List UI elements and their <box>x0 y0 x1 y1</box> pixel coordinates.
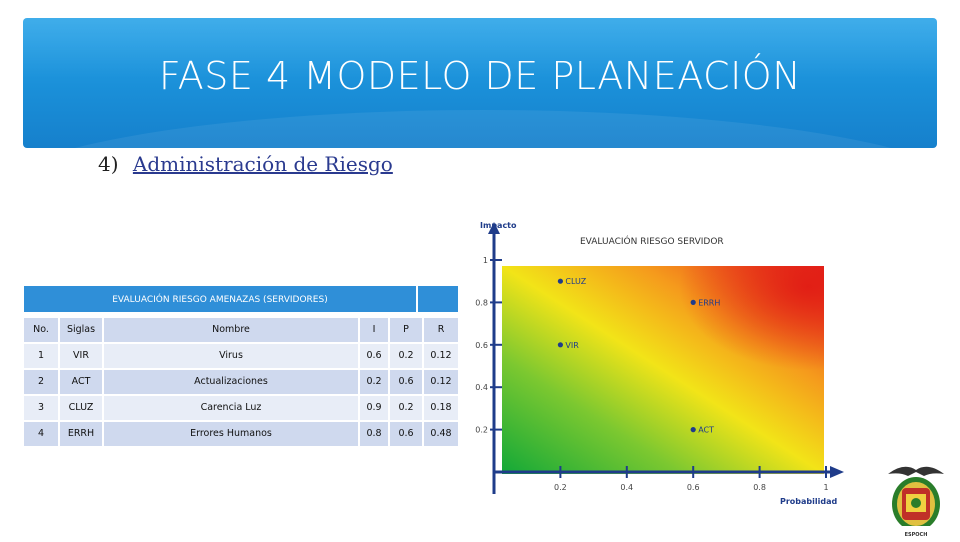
banner-shine <box>23 18 937 78</box>
cell-r: 0.48 <box>430 428 452 439</box>
x-tick-label: 0.8 <box>753 483 766 492</box>
data-point-label: ERRH <box>698 298 720 307</box>
cell-i: 0.9 <box>366 402 382 413</box>
cell-siglas: ERRH <box>67 428 95 439</box>
x-axis-label: Probabilidad <box>780 497 838 506</box>
cell-no: 3 <box>37 402 45 413</box>
x-axis-arrow <box>830 466 844 478</box>
x-tick-label: 0.2 <box>554 483 567 492</box>
y-tick-label: 0.8 <box>475 298 488 307</box>
slide-title: FASE 4 MODELO DE PLANEACIÓN <box>158 54 802 98</box>
risk-chart: EVALUACIÓN RIESGO SERVIDOR Impacto Proba… <box>474 214 846 510</box>
table-row: 1 VIR Virus 0.6 0.2 0.12 <box>24 344 458 368</box>
cell-p: 0.2 <box>398 402 414 413</box>
cell-siglas: CLUZ <box>68 402 94 413</box>
cell-nombre: Virus <box>219 350 243 361</box>
cell-nombre: Errores Humanos <box>190 428 272 439</box>
table-header-row: No. Siglas Nombre I P R <box>24 318 458 342</box>
data-point <box>690 427 696 433</box>
cell-p: 0.6 <box>398 428 414 439</box>
data-point <box>557 278 563 284</box>
header-nombre: Nombre <box>212 324 250 335</box>
y-tick-label: 0.2 <box>475 426 488 435</box>
title-banner: FASE 4 MODELO DE PLANEACIÓN <box>23 18 937 148</box>
data-point-label: ACT <box>698 426 714 435</box>
logo-caption: ESPOCH <box>905 532 928 538</box>
logo-banner <box>900 526 932 534</box>
header-p: P <box>403 324 409 335</box>
table-row: 3 CLUZ Carencia Luz 0.9 0.2 0.18 <box>24 396 458 420</box>
data-point-label: CLUZ <box>565 277 586 286</box>
plot-hotspot <box>502 266 824 474</box>
data-point-label: VIR <box>565 341 579 350</box>
table-row: 4 ERRH Errores Humanos 0.8 0.6 0.48 <box>24 422 458 446</box>
crest-logo: ESPOCH <box>884 460 948 538</box>
cell-siglas: VIR <box>73 350 89 361</box>
header-i: I <box>372 324 376 335</box>
cell-no: 2 <box>37 376 45 387</box>
table-title-extra <box>418 286 458 312</box>
subtitle-link[interactable]: Administración de Riesgo <box>132 152 393 176</box>
header-no: No. <box>33 324 49 335</box>
table-row: 2 ACT Actualizaciones 0.2 0.6 0.12 <box>24 370 458 394</box>
y-tick-label: 0.6 <box>475 341 488 350</box>
cell-r: 0.12 <box>430 350 452 361</box>
cell-r: 0.12 <box>430 376 452 387</box>
crest-logo-svg: ESPOCH <box>888 466 944 538</box>
y-tick-label: 1 <box>483 256 488 265</box>
x-tick-label: 0.6 <box>687 483 700 492</box>
cell-no: 4 <box>37 428 45 439</box>
subtitle-number: 4) <box>98 152 119 176</box>
cell-i: 0.2 <box>366 376 382 387</box>
cell-nombre: Actualizaciones <box>194 376 268 387</box>
data-point <box>557 342 563 348</box>
header-siglas: Siglas <box>66 324 96 335</box>
banner-wave <box>23 110 937 148</box>
cell-p: 0.2 <box>398 350 414 361</box>
cell-siglas: ACT <box>71 376 91 387</box>
x-tick-label: 1 <box>823 483 828 492</box>
shield-emblem <box>911 498 921 508</box>
slide-subtitle: 4) Administración de Riesgo <box>98 152 393 176</box>
cell-i: 0.8 <box>366 428 382 439</box>
y-axis-arrow <box>488 222 500 234</box>
y-tick-label: 0.4 <box>475 383 488 392</box>
cell-r: 0.18 <box>430 402 452 413</box>
data-point <box>690 299 696 305</box>
cell-p: 0.6 <box>398 376 414 387</box>
cell-no: 1 <box>37 350 45 361</box>
cell-i: 0.6 <box>366 350 382 361</box>
table-title-bar: EVALUACIÓN RIESGO AMENAZAS (SERVIDORES) <box>24 286 416 312</box>
header-r: R <box>437 324 445 335</box>
eagle-wings <box>888 466 944 476</box>
cell-nombre: Carencia Luz <box>200 402 262 413</box>
chart-title: EVALUACIÓN RIESGO SERVIDOR <box>580 235 724 247</box>
x-tick-label: 0.4 <box>620 483 633 492</box>
table-title: EVALUACIÓN RIESGO AMENAZAS (SERVIDORES) <box>112 295 328 305</box>
risk-chart-svg: EVALUACIÓN RIESGO SERVIDOR Impacto Proba… <box>475 221 844 506</box>
y-axis-label: Impacto <box>480 221 517 230</box>
